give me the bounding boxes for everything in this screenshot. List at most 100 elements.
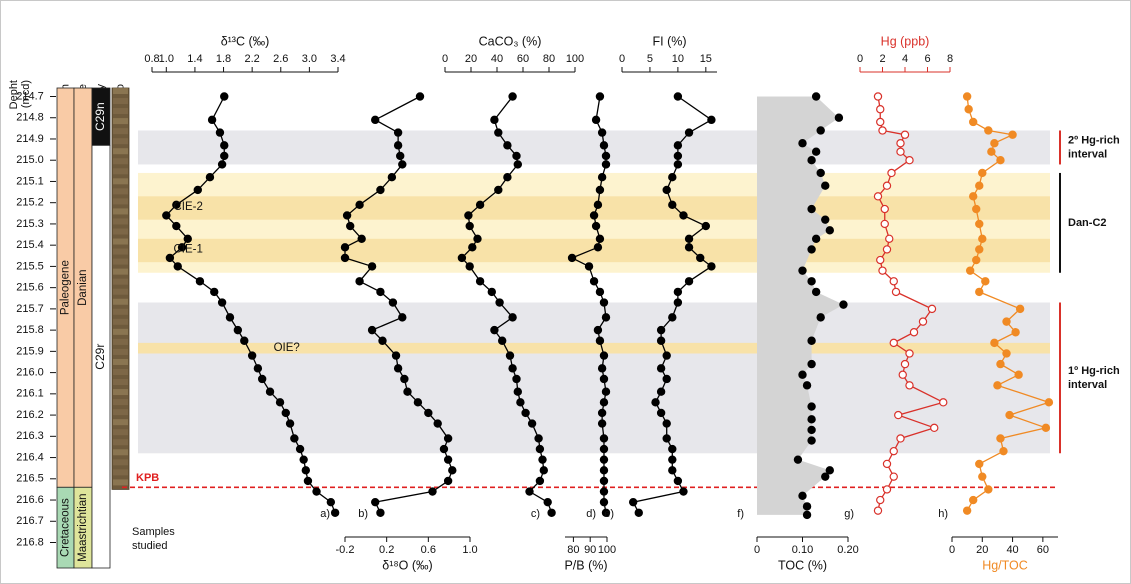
x-tick-label: 0.2: [379, 544, 394, 556]
data-point: [674, 152, 681, 159]
x-axis-title: CaCO₃ (%): [479, 34, 542, 48]
photo-texture: [113, 239, 128, 245]
data-point: [813, 93, 820, 100]
data-point: [897, 435, 904, 442]
data-point: [266, 388, 273, 395]
data-point: [994, 382, 1001, 389]
data-point: [594, 327, 601, 334]
data-point: [940, 399, 947, 406]
bracket-label: interval: [1068, 148, 1107, 160]
x-tick-label: 0: [442, 53, 448, 65]
data-point: [895, 411, 902, 418]
data-point: [539, 456, 546, 463]
data-point: [890, 278, 897, 285]
depth-tick-label: 215.6: [16, 282, 44, 294]
data-point: [658, 365, 665, 372]
data-point: [509, 365, 516, 372]
data-point: [658, 337, 665, 344]
data-point: [536, 477, 543, 484]
data-point: [477, 201, 484, 208]
data-point: [389, 299, 396, 306]
depth-tick-label: 215.1: [16, 175, 44, 187]
x-axis-title: P/B (%): [564, 558, 607, 572]
x-tick-label: 0.20: [837, 544, 858, 556]
data-point: [1017, 305, 1024, 312]
frame: [1, 1, 1131, 584]
data-point: [599, 129, 606, 136]
x-tick-label: 2.2: [245, 53, 260, 65]
data-point: [976, 182, 983, 189]
bracket-label: Dan-C2: [1068, 217, 1107, 229]
data-point: [982, 278, 989, 285]
data-point: [808, 246, 815, 253]
data-point: [822, 473, 829, 480]
photo-texture: [113, 479, 128, 485]
data-point: [286, 420, 293, 427]
panel-label: e): [604, 508, 614, 520]
data-point: [906, 157, 913, 164]
data-point: [599, 174, 606, 181]
photo-texture: [113, 108, 128, 114]
data-point: [890, 473, 897, 480]
data-point: [259, 375, 266, 382]
data-point: [414, 399, 421, 406]
data-point: [997, 157, 1004, 164]
data-point: [985, 127, 992, 134]
data-point: [976, 246, 983, 253]
photo-texture: [113, 269, 128, 275]
data-point: [979, 235, 986, 242]
data-point: [445, 456, 452, 463]
data-point: [997, 435, 1004, 442]
data-point: [674, 477, 681, 484]
photo-texture: [113, 148, 128, 154]
x-tick-label: 1.0: [159, 53, 174, 65]
data-point: [600, 477, 607, 484]
data-point: [874, 507, 881, 514]
x-tick-label: 3.0: [302, 53, 317, 65]
data-point: [221, 93, 228, 100]
interval-band: [138, 303, 1050, 454]
photo-texture: [113, 279, 128, 285]
data-point: [491, 116, 498, 123]
x-tick-label: 0: [754, 544, 760, 556]
data-point: [506, 352, 513, 359]
data-point: [249, 352, 256, 359]
depth-tick-label: 214.8: [16, 112, 44, 124]
data-point: [808, 437, 815, 444]
photo-texture: [113, 409, 128, 415]
data-point: [466, 222, 473, 229]
data-point: [674, 93, 681, 100]
data-point: [1006, 411, 1013, 418]
x-tick-label: 0.10: [792, 544, 813, 556]
data-point: [680, 488, 687, 495]
x-tick-label: 90: [584, 544, 596, 556]
x-tick-label: 100: [598, 544, 616, 556]
data-point: [234, 327, 241, 334]
data-point: [1045, 399, 1052, 406]
data-point: [708, 116, 715, 123]
x-axis-title: TOC (%): [778, 558, 827, 572]
panel-label: d): [586, 508, 596, 520]
data-point: [808, 205, 815, 212]
data-point: [813, 235, 820, 242]
data-point: [808, 337, 815, 344]
x-tick-label: 80: [543, 53, 555, 65]
x-tick-label: 1.8: [216, 53, 231, 65]
column-unit-label: Danian: [77, 269, 89, 305]
data-point: [425, 409, 432, 416]
data-point: [931, 424, 938, 431]
data-point: [794, 456, 801, 463]
data-point: [808, 278, 815, 285]
data-point: [600, 142, 607, 149]
data-point: [522, 409, 529, 416]
data-point: [1003, 350, 1010, 357]
data-point: [341, 244, 348, 251]
data-point: [976, 460, 983, 467]
data-point: [372, 499, 379, 506]
data-point: [379, 337, 386, 344]
photo-texture: [113, 469, 128, 475]
x-tick-label: 80: [567, 544, 579, 556]
data-point: [826, 467, 833, 474]
x-axis-title: Hg (ppb): [881, 34, 930, 48]
photo-texture: [113, 118, 128, 124]
